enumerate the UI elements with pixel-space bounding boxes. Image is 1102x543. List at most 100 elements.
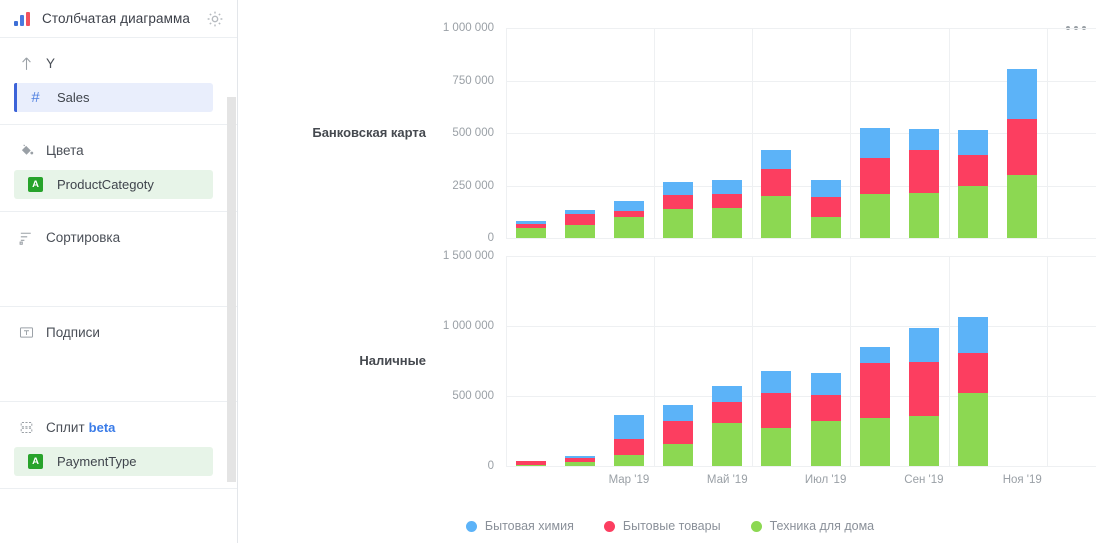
- section-label-sorting: Сортировка: [46, 229, 121, 245]
- sidebar-section-sorting[interactable]: Сортировка: [0, 212, 237, 307]
- bar-segment[interactable]: [860, 363, 890, 419]
- bar-8[interactable]: [909, 328, 939, 466]
- field-chip-productcategoty[interactable]: A ProductCategoty: [14, 170, 213, 199]
- bar-segment[interactable]: [811, 421, 841, 466]
- bar-segment[interactable]: [1007, 175, 1037, 238]
- bar-segment[interactable]: [811, 217, 841, 238]
- bar-segment[interactable]: [712, 401, 742, 423]
- bar-4[interactable]: [712, 180, 742, 238]
- bar-5[interactable]: [761, 149, 791, 238]
- bar-segment[interactable]: [712, 207, 742, 238]
- bar-7[interactable]: [860, 347, 890, 466]
- bar-segment[interactable]: [516, 221, 546, 224]
- bar-0[interactable]: [516, 461, 546, 466]
- bar-segment[interactable]: [663, 182, 693, 195]
- bar-3[interactable]: [663, 405, 693, 466]
- bar-segment[interactable]: [663, 194, 693, 209]
- bar-segment[interactable]: [860, 158, 890, 194]
- bar-segment[interactable]: [909, 415, 939, 466]
- bar-segment[interactable]: [516, 461, 546, 465]
- bar-10[interactable]: [1007, 68, 1037, 238]
- bar-segment[interactable]: [958, 352, 988, 394]
- bar-8[interactable]: [909, 128, 939, 238]
- gear-icon[interactable]: [205, 9, 225, 29]
- bar-segment[interactable]: [565, 213, 595, 226]
- bar-segment[interactable]: [516, 227, 546, 238]
- bar-segment[interactable]: [516, 223, 546, 228]
- bar-segment[interactable]: [909, 328, 939, 362]
- bar-2[interactable]: [614, 414, 644, 466]
- bar-segment[interactable]: [958, 316, 988, 353]
- bar-2[interactable]: [614, 201, 644, 238]
- bar-segment[interactable]: [565, 461, 595, 466]
- bar-segment[interactable]: [614, 454, 644, 466]
- bar-segment[interactable]: [811, 395, 841, 422]
- bar-9[interactable]: [958, 316, 988, 466]
- bar-3[interactable]: [663, 182, 693, 238]
- bar-segment[interactable]: [712, 193, 742, 208]
- legend-item-2[interactable]: Техника для дома: [750, 519, 874, 533]
- bar-1[interactable]: [565, 209, 595, 238]
- bar-segment[interactable]: [958, 129, 988, 156]
- bar-segment[interactable]: [516, 464, 546, 466]
- bar-segment[interactable]: [614, 439, 644, 455]
- bar-segment[interactable]: [1007, 68, 1037, 120]
- bar-segment[interactable]: [909, 361, 939, 416]
- legend-item-0[interactable]: Бытовая химия: [465, 519, 574, 533]
- legend-item-1[interactable]: Бытовые товары: [603, 519, 721, 533]
- bar-segment[interactable]: [565, 458, 595, 462]
- sidebar-section-labels[interactable]: Подписи: [0, 307, 237, 402]
- bar-segment[interactable]: [565, 456, 595, 459]
- section-header-y: Y: [0, 52, 237, 74]
- bar-segment[interactable]: [614, 210, 644, 217]
- bar-4[interactable]: [712, 385, 742, 466]
- bar-segment[interactable]: [761, 428, 791, 466]
- bar-6[interactable]: [811, 372, 841, 466]
- bar-segment[interactable]: [860, 347, 890, 364]
- bar-segment[interactable]: [811, 372, 841, 396]
- bar-segment[interactable]: [811, 197, 841, 217]
- bar-segment[interactable]: [909, 149, 939, 193]
- field-chip-sales[interactable]: # Sales: [14, 83, 213, 112]
- field-chip-paymenttype[interactable]: A PaymentType: [14, 447, 213, 476]
- bar-segment[interactable]: [958, 155, 988, 186]
- chart-legend: Бытовая химия Бытовые товары Техника для д…: [238, 519, 1102, 533]
- bar-segment[interactable]: [712, 180, 742, 194]
- bar-segment[interactable]: [860, 418, 890, 466]
- bar-segment[interactable]: [614, 414, 644, 440]
- bar-segment[interactable]: [761, 370, 791, 394]
- bar-segment[interactable]: [909, 128, 939, 150]
- section-label-colors: Цвета: [46, 142, 84, 158]
- bar-segment[interactable]: [663, 405, 693, 421]
- bar-segment[interactable]: [663, 208, 693, 238]
- gridline-vertical: [654, 256, 655, 466]
- bar-6[interactable]: [811, 180, 841, 238]
- bar-segment[interactable]: [1007, 119, 1037, 175]
- sidebar-scrollbar[interactable]: [227, 97, 236, 482]
- bar-segment[interactable]: [958, 185, 988, 238]
- bar-segment[interactable]: [565, 225, 595, 238]
- bar-7[interactable]: [860, 127, 890, 238]
- bar-segment[interactable]: [712, 422, 742, 466]
- bar-segment[interactable]: [663, 443, 693, 466]
- bar-segment[interactable]: [860, 127, 890, 159]
- bar-0[interactable]: [516, 221, 546, 238]
- bar-5[interactable]: [761, 370, 791, 466]
- bar-segment[interactable]: [712, 385, 742, 402]
- bar-segment[interactable]: [761, 393, 791, 429]
- bar-segment[interactable]: [614, 201, 644, 211]
- bar-segment[interactable]: [565, 209, 595, 214]
- bar-segment[interactable]: [860, 193, 890, 238]
- bar-9[interactable]: [958, 129, 988, 238]
- bar-segment[interactable]: [761, 196, 791, 238]
- bar-segment[interactable]: [663, 420, 693, 444]
- config-sidebar: Столбчатая диаграмма Y: [0, 0, 238, 543]
- bar-1[interactable]: [565, 456, 595, 466]
- y-axis-tick-label: 1 500 000: [442, 250, 494, 262]
- bar-segment[interactable]: [761, 168, 791, 196]
- bar-segment[interactable]: [958, 393, 988, 466]
- bar-segment[interactable]: [909, 192, 939, 238]
- bar-segment[interactable]: [811, 180, 841, 198]
- bar-segment[interactable]: [614, 217, 644, 238]
- bar-segment[interactable]: [761, 149, 791, 169]
